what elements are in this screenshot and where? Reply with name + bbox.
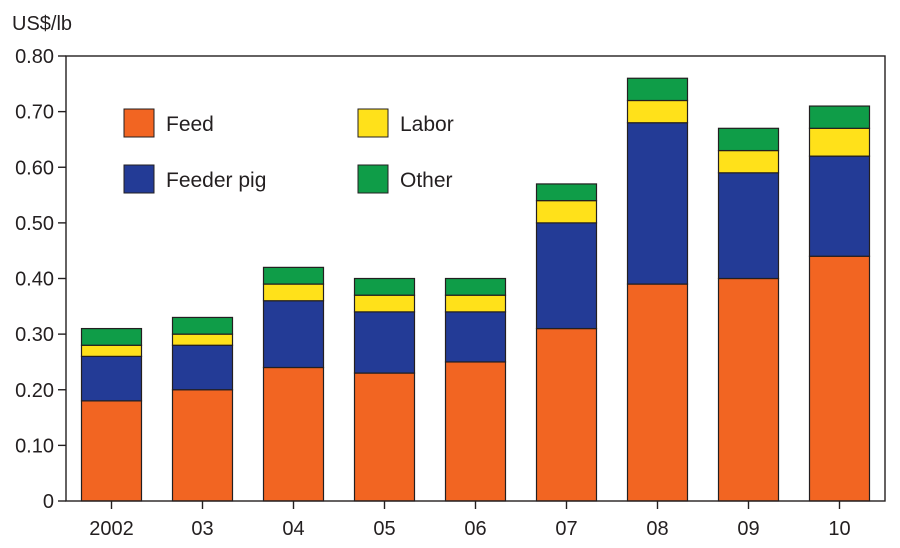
bar-labor-05 xyxy=(353,294,416,313)
bar-labor-2002 xyxy=(80,344,143,357)
legend-label-feed: Feed xyxy=(166,113,214,136)
bar-labor-09 xyxy=(717,149,780,174)
bar-feeder-pig-09 xyxy=(717,172,780,280)
bar-other-07 xyxy=(535,183,598,202)
y-tick-label: 0.50 xyxy=(15,213,54,235)
y-tick-label: 0.10 xyxy=(15,435,54,457)
bar-other-09 xyxy=(717,127,780,152)
bar-feeder-pig-04 xyxy=(262,300,325,369)
legend-swatch-feeder-pig xyxy=(123,164,155,194)
bar-labor-10 xyxy=(808,127,871,157)
x-tick-label: 2002 xyxy=(89,518,134,540)
bar-feeder-pig-07 xyxy=(535,222,598,330)
y-tick-label: 0.40 xyxy=(15,269,54,291)
bar-feeder-pig-08 xyxy=(626,122,689,285)
bars-group xyxy=(80,77,871,502)
bar-labor-08 xyxy=(626,99,689,124)
bar-labor-07 xyxy=(535,200,598,224)
bar-other-04 xyxy=(262,266,325,285)
x-tick-label: 09 xyxy=(737,518,759,540)
bar-feed-06 xyxy=(444,361,507,502)
y-tick-label: 0.20 xyxy=(15,380,54,402)
legend-swatch-other xyxy=(357,164,389,194)
legend: Feed Labor Feeder pig Other xyxy=(123,108,454,194)
axes-group: 0 0.10 0.20 0.30 0.40 0.50 0.60 0.70 0.80 2002 03 0… xyxy=(15,46,886,540)
bar-feeder-pig-05 xyxy=(353,311,416,374)
y-tick-label: 0.70 xyxy=(15,102,54,124)
y-tick-label: 0.80 xyxy=(15,46,54,68)
legend-label-labor: Labor xyxy=(400,113,454,136)
bar-feed-05 xyxy=(353,372,416,502)
y-tick-label: 0.60 xyxy=(15,157,54,179)
legend-swatch-feed xyxy=(123,108,155,138)
legend-label-other: Other xyxy=(400,169,453,192)
bar-feeder-pig-03 xyxy=(171,344,234,391)
bar-feeder-pig-06 xyxy=(444,311,507,363)
bar-other-05 xyxy=(353,277,416,296)
bar-feeder-pig-2002 xyxy=(80,355,143,402)
bar-other-2002 xyxy=(80,327,143,346)
legend-swatch-labor xyxy=(357,108,389,138)
x-tick-label: 05 xyxy=(373,518,395,540)
x-tick-label: 08 xyxy=(646,518,668,540)
bar-feeder-pig-10 xyxy=(808,155,871,257)
legend-label-feeder-pig: Feeder pig xyxy=(166,169,266,192)
y-tick-label: 0 xyxy=(43,491,54,513)
bar-feed-04 xyxy=(262,366,325,502)
bar-labor-06 xyxy=(444,294,507,313)
bar-feed-03 xyxy=(171,389,234,502)
bar-other-10 xyxy=(808,105,871,129)
bar-other-08 xyxy=(626,77,689,102)
bar-feed-08 xyxy=(626,283,689,502)
y-tick-label: 0.30 xyxy=(15,324,54,346)
x-tick-label: 06 xyxy=(464,518,486,540)
bar-feed-2002 xyxy=(80,400,143,502)
x-tick-label: 03 xyxy=(191,518,213,540)
bar-labor-04 xyxy=(262,283,325,302)
x-tick-label: 10 xyxy=(828,518,850,540)
bar-feed-10 xyxy=(808,255,871,502)
bar-other-06 xyxy=(444,277,507,296)
x-tick-label: 04 xyxy=(282,518,304,540)
x-tick-label: 07 xyxy=(555,518,577,540)
bar-labor-03 xyxy=(171,333,234,346)
bar-feed-09 xyxy=(717,277,780,502)
y-axis-unit-label: US$/lb xyxy=(12,13,72,35)
bar-feed-07 xyxy=(535,327,598,502)
bar-other-03 xyxy=(171,316,234,335)
